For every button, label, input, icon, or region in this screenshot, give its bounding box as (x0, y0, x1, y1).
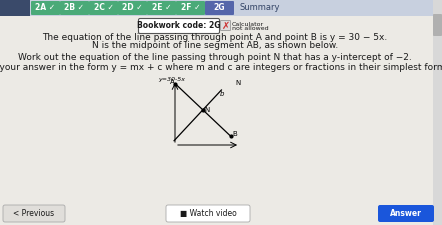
Text: 2B ✓: 2B ✓ (65, 4, 84, 13)
FancyBboxPatch shape (433, 14, 442, 36)
Bar (0, 0, 30, 16)
Bar (433, 0, 442, 225)
Text: N is the midpoint of line segment AB, as shown below.: N is the midpoint of line segment AB, as… (92, 41, 338, 50)
Text: N: N (205, 107, 210, 113)
Text: 2A ✓: 2A ✓ (35, 4, 56, 13)
Text: N: N (235, 80, 240, 86)
FancyBboxPatch shape (31, 1, 60, 15)
Text: Work out the equation of the line passing through point N that has a y-intercept: Work out the equation of the line passin… (18, 54, 412, 63)
Text: ■ Watch video: ■ Watch video (179, 209, 236, 218)
Bar (0, 0, 442, 16)
FancyBboxPatch shape (147, 1, 176, 15)
FancyBboxPatch shape (378, 205, 434, 222)
Text: y=30-5x: y=30-5x (158, 77, 185, 82)
Text: B: B (233, 131, 237, 137)
Text: b: b (220, 91, 224, 97)
Text: The equation of the line passing through point A and point B is y = 30 − 5x.: The equation of the line passing through… (42, 32, 388, 41)
Text: 2D ✓: 2D ✓ (122, 4, 143, 13)
FancyBboxPatch shape (205, 1, 234, 15)
Text: 2E ✓: 2E ✓ (152, 4, 171, 13)
Text: A: A (170, 79, 175, 85)
Text: 2G: 2G (214, 4, 225, 13)
Text: Answer: Answer (390, 209, 422, 218)
FancyBboxPatch shape (221, 20, 230, 31)
FancyBboxPatch shape (118, 1, 147, 15)
Text: not allowed: not allowed (232, 25, 269, 31)
Text: ✗: ✗ (221, 20, 229, 31)
Text: Give your answer in the form y = mx + c where m and c are integers or fractions : Give your answer in the form y = mx + c … (0, 63, 442, 72)
Text: 2F ✓: 2F ✓ (181, 4, 200, 13)
Text: Summary: Summary (239, 4, 279, 13)
FancyBboxPatch shape (3, 205, 65, 222)
FancyBboxPatch shape (89, 1, 118, 15)
FancyBboxPatch shape (138, 18, 220, 34)
Text: 2C ✓: 2C ✓ (94, 4, 114, 13)
Text: < Previous: < Previous (13, 209, 54, 218)
Text: Bookwork code: 2G: Bookwork code: 2G (137, 22, 221, 31)
FancyBboxPatch shape (176, 1, 205, 15)
Text: Calculator: Calculator (232, 22, 264, 27)
FancyBboxPatch shape (166, 205, 250, 222)
FancyBboxPatch shape (60, 1, 89, 15)
